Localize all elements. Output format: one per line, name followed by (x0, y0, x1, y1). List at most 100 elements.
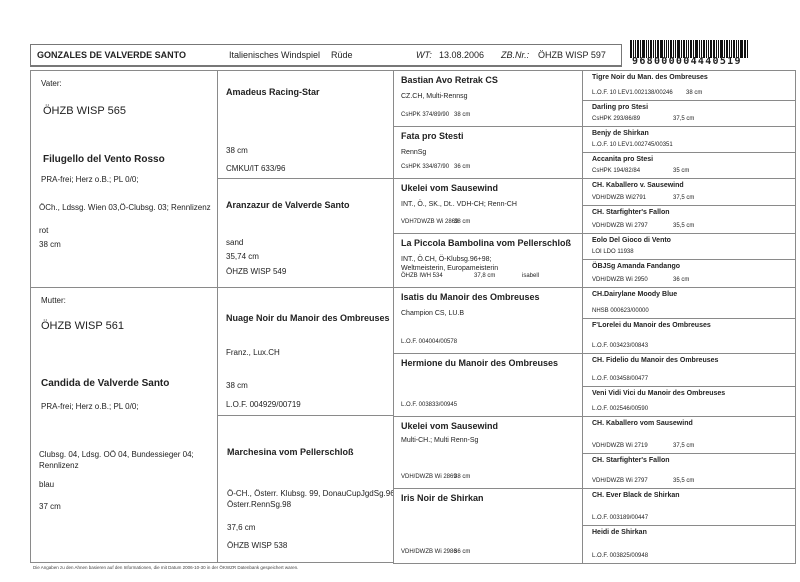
dam-size: 37 cm (39, 502, 61, 511)
ancestor-reg: VDH/DWZB Wi 2950 (592, 277, 648, 283)
barcode-bar (642, 40, 645, 58)
barcode-bar (693, 40, 694, 58)
dam-dam-cell: Marchesina vom Pellerschloß Ö-CH., Österr… (217, 415, 394, 563)
ancestor-reg: VDH/DWZB Wi 2719 (592, 443, 648, 449)
ancestor-name: Iris Noir de Shirkan (401, 493, 484, 503)
ancestor-size: 38 cm (226, 146, 248, 155)
ancestor-reg: ÖHZB IWH 534 (401, 273, 443, 279)
barcode-bar (710, 40, 712, 58)
ancestor-name: CH. Starfighter's Fallon (592, 457, 670, 464)
ancestor-size: 38 cm (454, 219, 471, 225)
gen4-cell: CH. Fidelio du Manoir des Ombreuses L.O.F… (582, 353, 796, 387)
barcode-bar (695, 40, 698, 58)
dam-titles-2: Rennlizenz (39, 461, 79, 470)
ancestor-name: Fata pro Stesti (401, 131, 464, 141)
ancestor-size: 37,6 cm (227, 523, 256, 532)
ancestor-size: 38 cm (686, 90, 703, 96)
ancestor-reg: VDH/DWZB Wi 2797 (592, 478, 648, 484)
ancestor-name: Veni Vidi Vici du Manoir des Ombreuses (592, 390, 726, 397)
ancestor-reg: VDH/DWZB Wi 2869 (401, 474, 457, 480)
barcode-bar (666, 40, 667, 58)
ancestor-size: 38 cm (454, 112, 471, 118)
dam-reg: ÖHZB WISP 561 (41, 320, 124, 332)
ancestor-name: CH.Dairylane Moody Blue (592, 291, 678, 298)
barcode-bar (747, 40, 748, 58)
ancestor-name: Eolo Del Gioco di Vento (592, 237, 671, 244)
sire-color: rot (39, 226, 49, 235)
barcode-bar (718, 40, 719, 58)
gen3-cell: Isatis du Manoir des Ombreuses Champion C… (393, 287, 583, 354)
dam-health: PRA-frei; Herz o.B.; PL 0/0; (41, 402, 139, 411)
ancestor-name: Darling pro Stesi (592, 104, 649, 111)
ancestor-titles: Ö-CH., Österr. Klubsg. 99, DonauCupJgdSg… (227, 489, 394, 498)
ancestor-titles-2: Österr.RennSg.98 (227, 500, 292, 509)
barcode-bar (701, 40, 702, 58)
dog-name: GONZALES DE VALVERDE SANTO (37, 50, 187, 60)
ancestor-titles: Champion CS, LU.B (401, 310, 465, 317)
ancestor-reg: CsHPK 194/82/84 (592, 168, 641, 174)
gen4-cell: Darling pro Stesi CsHPK 293/86/89 37,5 cm (582, 100, 796, 127)
ancestor-name: CH. Ever Black de Shirkan (592, 492, 680, 499)
dam-label: Mutter: (41, 296, 66, 305)
ancestor-color: isabell (522, 273, 540, 279)
gen4-cell: CH. Starfighter's Fallon VDH/DWZB Wi 2797… (582, 205, 796, 234)
ancestor-name: Heidi de Shirkan (592, 529, 647, 536)
sex: Rüde (331, 50, 353, 60)
barcode-bar (673, 40, 674, 58)
dam-color: blau (39, 480, 55, 489)
barcode-bar (686, 40, 687, 58)
gen4-cell: Eolo Del Gioco di Vento LOI LDO 11938 (582, 233, 796, 260)
ancestor-reg: VDH/DWZB Wi 2986 (401, 549, 457, 555)
ancestor-titles: RennSg (401, 149, 427, 156)
barcode-bar (708, 40, 709, 58)
sire-reg: ÖHZB WISP 565 (43, 105, 126, 117)
barcode-bar (635, 40, 636, 58)
ancestor-size: 38 cm (454, 474, 471, 480)
ancestor-name: Aranzazur de Valverde Santo (226, 200, 350, 210)
ancestor-name: Nuage Noir du Manoir des Ombreuses (226, 313, 390, 323)
sire-size: 38 cm (39, 240, 61, 249)
barcode-bar (690, 40, 692, 58)
wt-date: 13.08.2006 (439, 50, 485, 60)
ancestor-size: 36 cm (454, 164, 471, 170)
barcode-bar (726, 40, 728, 58)
ancestor-name: Amadeus Racing-Star (226, 87, 320, 97)
sire-health: PRA-frei; Herz o.B.; PL 0/0; (41, 175, 139, 184)
ancestor-reg: VDH/DWZB Wi2791 (592, 195, 647, 201)
ancestor-titles: Franz., Lux.CH (226, 348, 280, 357)
ancestor-titles: INT., Ö., SK., Dt.. VDH-CH; Renn-CH (401, 201, 517, 208)
ancestor-reg: L.O.F. 003458/00477 (592, 376, 649, 382)
ancestor-name: Bastian Avo Retrak CS (401, 75, 498, 85)
gen3-cell: Iris Noir de Shirkan VDH/DWZB Wi 2986 36 c… (393, 488, 583, 564)
gen3-cell: Hermione du Manoir des Ombreuses L.O.F. 0… (393, 353, 583, 417)
ancestor-size: 37,5 cm (673, 443, 695, 449)
gen3-cell: Ukelei vom Sausewind Multi-CH.; Multi Ren… (393, 416, 583, 489)
ancestor-size: 35,5 cm (673, 478, 695, 484)
barcode-bar (657, 40, 659, 58)
barcode-bar (670, 40, 672, 58)
gen3-cell: La Piccola Bambolina vom Pellerschloß INT… (393, 233, 583, 288)
gen4-cell: ÖBJSg Amanda Fandango VDH/DWZB Wi 2950 36 … (582, 259, 796, 288)
gen4-cell: Accanita pro Stesi CsHPK 194/82/84 35 cm (582, 152, 796, 179)
zb-number: ÖHZB WISP 597 (538, 50, 606, 60)
ancestor-name: CH. Kaballero v. Sausewind (592, 182, 684, 189)
ancestor-reg: LOI LDO 11938 (592, 249, 634, 255)
gen4-cell: CH. Kaballero v. Sausewind VDH/DWZB Wi279… (582, 178, 796, 206)
ancestor-reg: CsHPK 334/87/90 (401, 164, 450, 170)
dam-sire-cell: Nuage Noir du Manoir des Ombreuses Franz.… (217, 287, 394, 416)
ancestor-reg: CsHPK 374/89/90 (401, 112, 450, 118)
ancestor-size: 37,5 cm (673, 116, 695, 122)
barcode-bar (646, 40, 647, 58)
barcode-bar (738, 40, 739, 58)
ancestor-name: F'Lorelei du Manoir des Ombreuses (592, 322, 711, 329)
barcode-bar (699, 40, 700, 58)
sire-cell: Vater: ÖHZB WISP 565 Filugello del Vento R… (30, 70, 218, 288)
ancestor-size: 37,5 cm (673, 195, 695, 201)
gen4-cell: Heidi de Shirkan L.O.F. 003825/00948 (582, 525, 796, 564)
zb-label: ZB.Nr.: (501, 50, 530, 60)
ancestor-name: CH. Starfighter's Fallon (592, 209, 670, 216)
dam-name: Candida de Valverde Santo (41, 378, 170, 389)
barcode-bar (724, 40, 725, 58)
ancestor-size: 38 cm (226, 381, 248, 390)
ancestor-size: 36 cm (673, 277, 690, 283)
